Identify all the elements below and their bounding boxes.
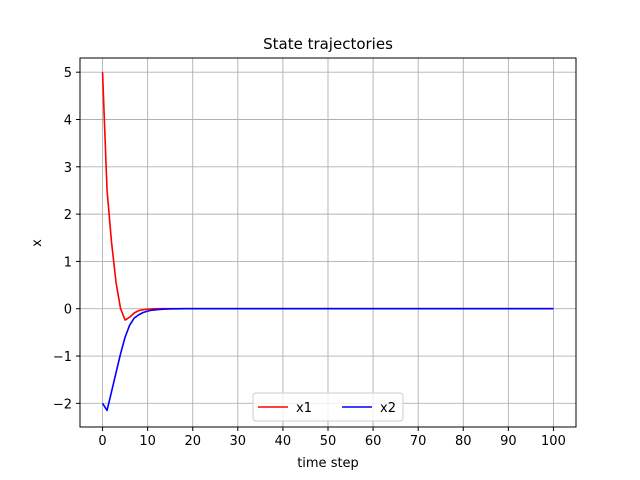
y-tick-label: −1	[53, 350, 72, 365]
x-tick-label: 100	[541, 434, 566, 449]
x-tick-label: 60	[365, 434, 382, 449]
x-tick-label: 20	[184, 434, 201, 449]
x-tick-label: 90	[500, 434, 517, 449]
x-tick-label: 30	[230, 434, 247, 449]
y-tick-label: −2	[53, 397, 72, 412]
y-tick-label: 3	[64, 161, 72, 176]
legend-label-x2: x2	[380, 401, 396, 416]
y-axis: −2 −1 0 1 2 3 4 5	[53, 66, 80, 412]
grid	[80, 58, 576, 427]
x-tick-label: 50	[320, 434, 337, 449]
series-line-x2	[101, 307, 554, 412]
x-axis-label: time step	[297, 456, 359, 471]
x-axis: 0 10 20 30 40 50 60 70 80 90 100	[98, 427, 566, 449]
y-tick-label: 2	[64, 208, 72, 223]
x-tick-label: 40	[275, 434, 292, 449]
legend-box	[252, 392, 404, 422]
y-tick-label: 1	[64, 255, 72, 270]
x-tick-label: 10	[139, 434, 156, 449]
y-tick-label: 5	[64, 66, 72, 81]
legend: x1 x2	[252, 392, 404, 422]
x-tick-label: 0	[98, 434, 106, 449]
y-axis-label: x	[30, 239, 45, 247]
y-tick-label: 0	[64, 303, 72, 318]
legend-label-x1: x1	[296, 401, 312, 416]
chart-title: State trajectories	[263, 35, 393, 53]
x-tick-label: 70	[410, 434, 427, 449]
series-layer	[101, 72, 554, 412]
y-tick-label: 4	[64, 114, 72, 129]
x-tick-label: 80	[455, 434, 472, 449]
